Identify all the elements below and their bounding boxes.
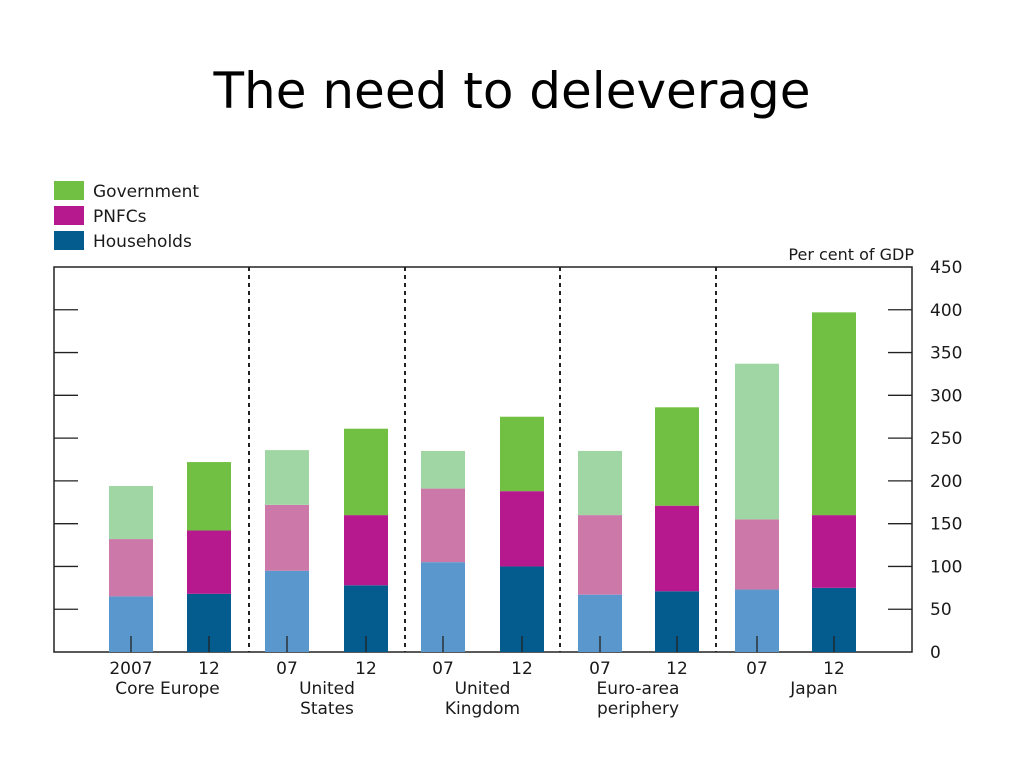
y-tick-label: 400 (930, 301, 962, 321)
x-tick-label: 2007 (109, 659, 152, 679)
legend-label: Government (93, 182, 199, 202)
y-tick-label: 0 (930, 643, 941, 663)
group-label: Core Europe (115, 679, 220, 699)
bar-segment-government (109, 486, 153, 540)
y-tick-label: 450 (930, 258, 962, 278)
legend-label: Households (93, 232, 192, 252)
x-tick-label: 12 (355, 659, 377, 679)
group-label: Kingdom (445, 699, 520, 719)
group-label: Japan (789, 679, 837, 699)
group-label: United (455, 679, 511, 699)
x-tick-label: 12 (666, 659, 688, 679)
legend-swatch-pnfcs (54, 206, 84, 225)
plot-frame (53, 266, 913, 653)
bar-segment-pnfcs (655, 505, 699, 592)
group-label: States (300, 699, 354, 719)
bar-segment-pnfcs (421, 488, 465, 563)
bar-segment-pnfcs (812, 515, 856, 588)
legend-label: PNFCs (93, 207, 147, 227)
legend-swatch-government (54, 181, 84, 200)
bar-segment-pnfcs (187, 530, 231, 594)
group-label: periphery (597, 699, 679, 719)
bar-segment-government (735, 363, 779, 520)
bar-segment-pnfcs (265, 504, 309, 571)
bar-segment-government (265, 450, 309, 505)
bar-segment-government (812, 312, 856, 516)
y-tick-label: 300 (930, 386, 962, 406)
y-tick-label: 250 (930, 429, 962, 449)
bar-segment-pnfcs (344, 515, 388, 586)
bar-segment-government (578, 450, 622, 516)
x-tick-label: 07 (432, 659, 454, 679)
y-tick-label: 50 (930, 600, 952, 620)
bar-segment-pnfcs (735, 519, 779, 590)
y-tick-label: 150 (930, 515, 962, 535)
bar-segment-pnfcs (500, 491, 544, 567)
slide-title: The need to deleverage (213, 62, 811, 120)
bar-segment-government (655, 407, 699, 506)
bar-segment-pnfcs (109, 539, 153, 597)
group-label: Euro-area (597, 679, 680, 699)
bar-segment-pnfcs (578, 515, 622, 595)
x-tick-label: 07 (746, 659, 768, 679)
x-tick-label: 12 (823, 659, 845, 679)
bar-segment-government (500, 416, 544, 492)
group-label: United (299, 679, 355, 699)
x-tick-label: 12 (511, 659, 533, 679)
x-tick-label: 12 (198, 659, 220, 679)
y-tick-label: 200 (930, 472, 962, 492)
y-tick-label: 350 (930, 344, 962, 364)
legend-swatch-households (54, 231, 84, 250)
y-tick-label: 100 (930, 557, 962, 577)
bar-segment-government (344, 428, 388, 516)
bar-segment-government (421, 450, 465, 489)
x-tick-label: 07 (589, 659, 611, 679)
bar-segment-government (187, 462, 231, 531)
y-axis-unit-label: Per cent of GDP (788, 245, 914, 264)
x-tick-label: 07 (276, 659, 298, 679)
